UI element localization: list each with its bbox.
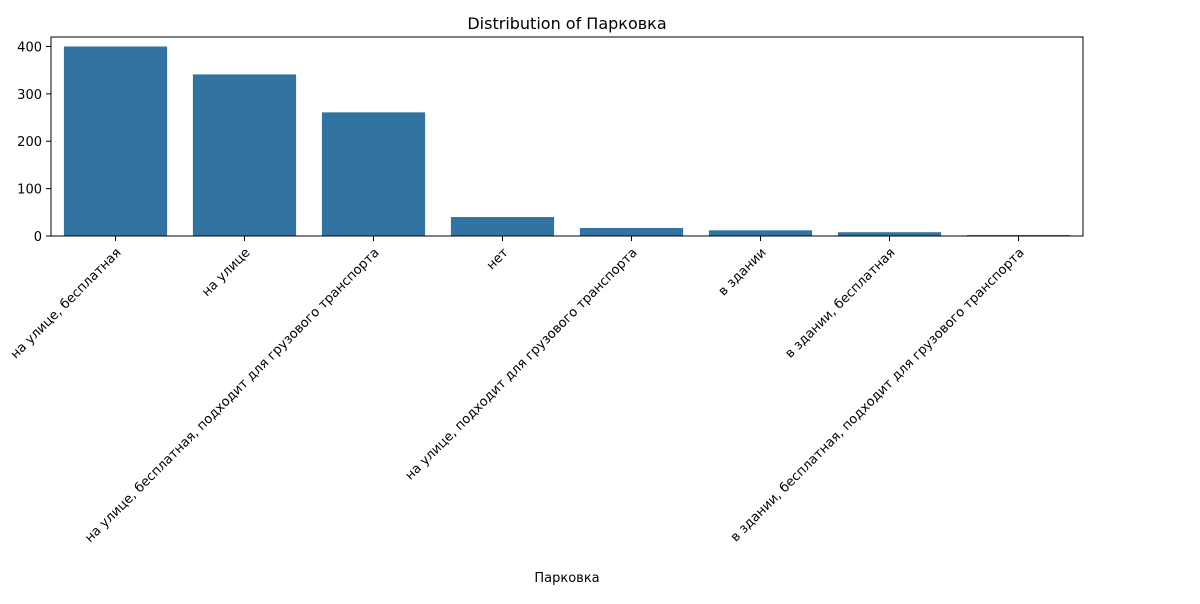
y-tick-label-1: 100: [17, 183, 42, 198]
x-tick-label-2: на улице, бесплатная, подходит для грузо…: [82, 245, 382, 545]
x-tick-label-0: на улице, бесплатная: [8, 245, 125, 362]
x-tick-label-6: в здании, бесплатная: [782, 245, 898, 361]
bar-5: [708, 230, 813, 236]
y-tick-label-3: 300: [17, 88, 42, 103]
x-axis-label: Парковка: [534, 571, 599, 586]
x-tick-label-5: в здании: [716, 245, 770, 299]
bar-6: [837, 232, 942, 236]
plot-frame: [50, 36, 1084, 237]
y-tick-label-2: 200: [17, 135, 42, 150]
x-tick-label-3: нет: [484, 245, 512, 273]
x-tick-label-1: на улице: [199, 245, 253, 299]
y-axis: 0 100 200 300 400: [17, 40, 51, 245]
y-tick-label-0: 0: [34, 230, 42, 245]
bar-4: [579, 227, 684, 236]
bar-1: [192, 74, 297, 237]
bar-3: [450, 217, 555, 236]
bars-layer: [63, 46, 1071, 237]
chart-title: Distribution of Парковка: [467, 14, 666, 33]
bar-0: [63, 46, 168, 237]
bar-2: [321, 112, 426, 236]
x-tick-label-4: на улице, подходит для грузового транспо…: [403, 245, 641, 483]
x-tick-label-7: в здании, бесплатная, подходит для грузо…: [728, 245, 1028, 545]
y-tick-label-4: 400: [17, 40, 42, 55]
